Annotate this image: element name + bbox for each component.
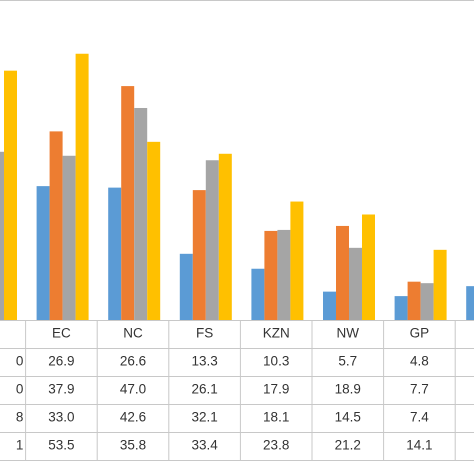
- table-value: 0: [16, 354, 24, 369]
- table-value: 7.7: [410, 382, 429, 397]
- category-label: KZN: [263, 326, 290, 341]
- table-value: 26.6: [120, 354, 146, 369]
- bar: [36, 186, 50, 320]
- table-value: 23.8: [263, 438, 289, 453]
- bar: [134, 107, 148, 321]
- bar: [0, 151, 4, 320]
- category-label: GP: [410, 326, 430, 341]
- table-value: 8: [16, 410, 24, 425]
- table-value: 26.9: [48, 354, 74, 369]
- bar: [349, 247, 362, 320]
- category-label: NC: [123, 326, 143, 341]
- table-value: 7.4: [410, 410, 429, 425]
- table-value: 14.1: [406, 438, 432, 453]
- table-value: 21.2: [335, 438, 361, 453]
- bar: [121, 86, 135, 320]
- bar: [407, 281, 421, 320]
- table-value: 1: [16, 438, 24, 453]
- bar: [264, 230, 278, 320]
- bar: [290, 201, 304, 320]
- table-value: 17.9: [263, 382, 289, 397]
- bar: [336, 225, 349, 320]
- table-value: 42.6: [120, 410, 146, 425]
- table-value: 5.7: [338, 354, 357, 369]
- bar: [108, 187, 122, 320]
- bar: [4, 70, 17, 321]
- category-label: FS: [196, 326, 213, 341]
- table-value: 35.8: [120, 438, 146, 453]
- table-value: 18.9: [335, 382, 361, 397]
- bar: [277, 229, 291, 320]
- bar: [147, 141, 161, 320]
- category-label: EC: [52, 326, 71, 341]
- bar: [466, 286, 474, 320]
- table-value: 33.0: [48, 410, 74, 425]
- table-value: 0: [16, 382, 24, 397]
- table-value: 33.4: [191, 438, 218, 453]
- bar: [179, 253, 193, 320]
- table-value: 37.9: [48, 382, 74, 397]
- bar: [205, 160, 219, 320]
- bar: [433, 249, 447, 320]
- bar: [251, 268, 265, 320]
- table-value: 47.0: [120, 382, 146, 397]
- bar: [62, 155, 76, 320]
- table-value: 10.3: [263, 354, 289, 369]
- bar: [49, 131, 63, 320]
- table-value: 53.5: [48, 438, 74, 453]
- bar: [192, 190, 206, 320]
- bar: [362, 214, 375, 320]
- table-value: 4.8: [410, 354, 429, 369]
- bar: [75, 53, 89, 321]
- table-value: 14.5: [335, 410, 361, 425]
- bar: [420, 283, 434, 320]
- bar: [323, 291, 336, 320]
- table-value: 26.1: [191, 382, 217, 397]
- table-value: 18.1: [263, 410, 289, 425]
- bar: [394, 296, 408, 320]
- table-value: 13.3: [191, 354, 217, 369]
- category-label: NW: [337, 326, 360, 341]
- table-value: 32.1: [191, 410, 217, 425]
- bar: [218, 153, 232, 320]
